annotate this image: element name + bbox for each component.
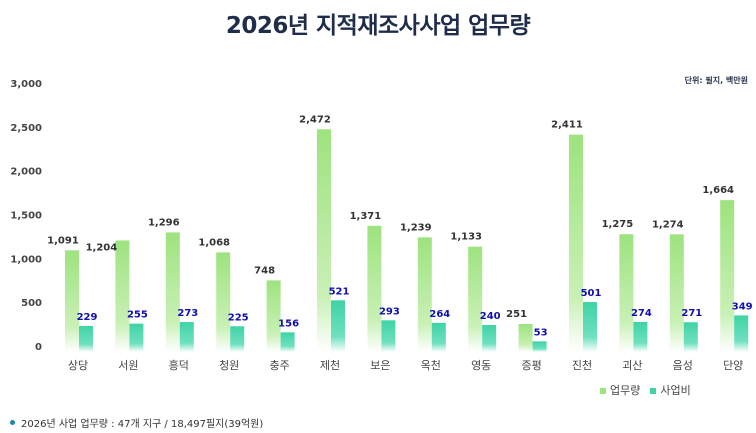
bullet-icon xyxy=(10,420,15,425)
legend: 업무량 사업비 xyxy=(600,382,691,398)
bar-series1 xyxy=(468,246,483,352)
legend-swatch xyxy=(600,388,606,394)
data-label-series2: 273 xyxy=(177,308,198,319)
data-label-series1: 1,274 xyxy=(652,219,684,230)
bar-series2 xyxy=(280,332,295,352)
legend-label: 업무량 xyxy=(610,384,641,397)
x-tick-label: 흥덕 xyxy=(169,358,189,372)
data-label-series1: 1,275 xyxy=(602,219,634,230)
data-label-series2: 293 xyxy=(379,306,400,317)
bar-series2 xyxy=(583,302,597,352)
legend-item-series1[interactable]: 업무량 xyxy=(600,382,640,398)
bar-series1 xyxy=(165,232,180,352)
y-tick-label: 0 xyxy=(35,342,42,353)
bar-series2 xyxy=(179,322,194,352)
bar-series2 xyxy=(734,315,749,352)
bar-series2 xyxy=(482,324,497,352)
x-tick-label: 상당 xyxy=(68,359,88,372)
data-label-series1: 1,068 xyxy=(198,237,230,248)
bar-series2 xyxy=(431,322,446,352)
unit-label: 단위: 필지, 백만원 xyxy=(684,76,748,85)
data-label-series2: 240 xyxy=(480,311,501,322)
data-label-series2: 349 xyxy=(732,301,753,312)
legend-item-series2[interactable]: 사업비 xyxy=(650,382,691,398)
footnote-text: 2026년 사업 업무량 : 47개 지구 / 18,497필지(39억원) xyxy=(21,419,264,430)
bar-series2 xyxy=(129,323,144,352)
bar-series1 xyxy=(216,252,231,352)
x-tick-label: 괴산 xyxy=(622,359,642,372)
legend-swatch xyxy=(650,388,657,394)
bar-series1 xyxy=(65,250,79,352)
data-label-series2: 501 xyxy=(581,288,602,299)
x-tick-label: 보은 xyxy=(370,359,390,372)
bar-series2 xyxy=(633,321,648,352)
data-label-series2: 271 xyxy=(681,308,702,319)
data-label-series2: 274 xyxy=(631,308,652,319)
x-tick-label: 청원 xyxy=(219,359,239,372)
bar-series1 xyxy=(720,200,735,352)
y-tick-label: 500 xyxy=(21,298,42,309)
bar-series1 xyxy=(367,225,382,352)
bar-series1 xyxy=(619,234,634,352)
bar-series1 xyxy=(266,280,281,352)
bar-series2 xyxy=(230,326,245,352)
x-tick-label: 영동 xyxy=(471,359,491,372)
data-label-series2: 521 xyxy=(329,286,350,297)
data-label-series2: 264 xyxy=(429,309,450,320)
bar-series2 xyxy=(532,341,547,352)
bar-series2 xyxy=(683,322,698,352)
x-tick-label: 충주 xyxy=(269,359,289,372)
x-tick-label: 제천 xyxy=(320,358,340,372)
x-tick-label: 서원 xyxy=(118,359,138,372)
data-label-series1: 748 xyxy=(254,265,275,276)
x-tick-label: 옥천 xyxy=(421,358,441,372)
data-label-series1: 2,411 xyxy=(551,120,583,131)
data-label-series2: 53 xyxy=(534,327,548,338)
data-label-series2: 225 xyxy=(228,312,249,323)
bar-series1 xyxy=(569,134,583,352)
data-label-series2: 229 xyxy=(77,312,98,323)
data-label-series1: 1,371 xyxy=(350,211,382,222)
data-label-series1: 1,239 xyxy=(400,222,432,233)
y-tick-label: 3,000 xyxy=(10,79,42,90)
data-label-series1: 1,296 xyxy=(148,217,180,228)
x-tick-label: 진천 xyxy=(572,358,592,372)
bar-series1 xyxy=(518,323,533,352)
bar-series2 xyxy=(331,300,345,352)
x-tick-label: 음성 xyxy=(673,359,693,372)
data-label-series1: 2,472 xyxy=(299,114,331,125)
x-tick-label: 증평 xyxy=(521,359,541,372)
bar-series1 xyxy=(417,237,432,352)
bar-series1 xyxy=(669,234,684,352)
data-label-series1: 1,133 xyxy=(450,232,482,243)
data-label-series1: 1,204 xyxy=(86,242,118,253)
x-tick-label: 단양 xyxy=(723,359,743,372)
data-label-series2: 255 xyxy=(127,310,148,321)
legend-label: 사업비 xyxy=(660,384,691,397)
bar-series2 xyxy=(79,325,93,352)
y-tick-label: 2,500 xyxy=(10,123,42,134)
data-label-series2: 156 xyxy=(278,318,299,329)
chart-title: 2026년 지적재조사사업 업무량 xyxy=(225,13,531,39)
footnote: 2026년 사업 업무량 : 47개 지구 / 18,497필지(39억원) xyxy=(10,415,263,430)
y-tick-label: 2,000 xyxy=(10,167,42,178)
data-label-series1: 1,664 xyxy=(702,185,734,196)
data-label-series1: 1,091 xyxy=(47,235,79,246)
data-label-series1: 251 xyxy=(506,309,527,320)
y-tick-label: 1,500 xyxy=(10,211,42,222)
bar-series1 xyxy=(317,129,331,352)
bar-series2 xyxy=(381,320,396,352)
y-tick-label: 1,000 xyxy=(10,254,42,265)
bar-series1 xyxy=(115,240,130,352)
